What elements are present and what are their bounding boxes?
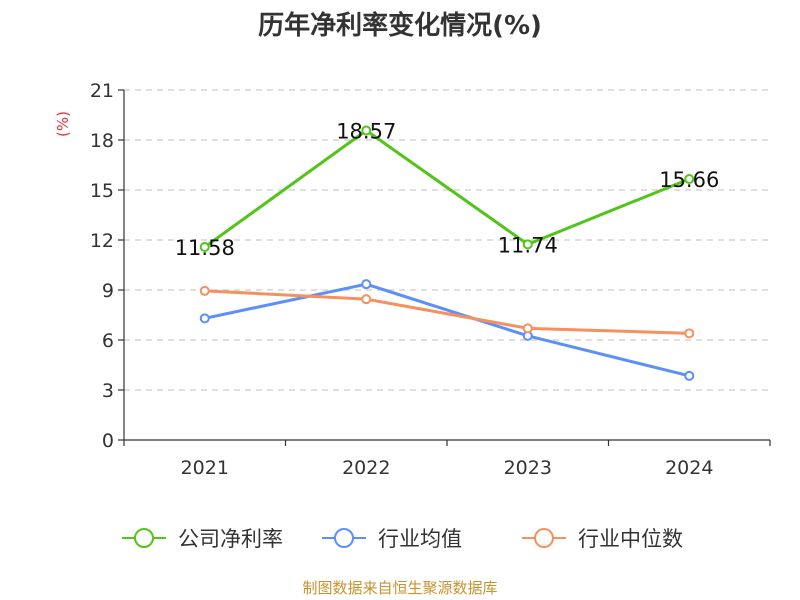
legend-label: 行业均值 xyxy=(378,527,462,551)
grid-lines xyxy=(124,89,770,391)
legend-swatch-marker xyxy=(334,528,354,548)
legend-label: 公司净利率 xyxy=(178,527,283,551)
data-point xyxy=(361,125,372,136)
y-tick-label: 12 xyxy=(90,230,114,252)
legend-swatch-marker xyxy=(134,528,154,548)
series-line xyxy=(203,129,690,249)
y-axis-unit: (%) xyxy=(54,111,72,137)
x-tick-label: 2023 xyxy=(504,457,552,479)
y-tick-label: 9 xyxy=(102,280,114,302)
y-tick-label: 21 xyxy=(90,80,114,102)
y-tick-label: 0 xyxy=(102,430,114,452)
y-tick-label: 15 xyxy=(90,180,114,202)
data-point xyxy=(199,285,210,296)
data-point xyxy=(199,313,210,324)
data-label: 18.57 xyxy=(336,120,396,144)
legend: 公司净利率 行业均值 行业中位数 xyxy=(122,527,683,551)
data-point xyxy=(522,239,533,250)
data-point xyxy=(361,294,372,305)
x-tick-label: 2024 xyxy=(665,457,713,479)
data-point xyxy=(684,174,695,184)
axes: 0 3 6 9 12 15 18 21 2021 2022 2023 2024 xyxy=(90,80,771,479)
data-labels: 11.58 18.57 11.74 15.66 xyxy=(175,120,720,261)
data-label: 11.58 xyxy=(175,236,235,260)
y-tick-label: 3 xyxy=(102,380,114,402)
legend-item: 行业均值 xyxy=(322,527,462,551)
legend-item: 行业中位数 xyxy=(522,527,683,551)
x-tick-label: 2022 xyxy=(342,457,390,479)
series-line xyxy=(204,289,690,335)
chart-title: 历年净利率变化情况(%) xyxy=(258,10,542,41)
data-point xyxy=(684,328,695,339)
legend-swatch-marker xyxy=(534,528,554,548)
legend-label: 行业中位数 xyxy=(578,527,683,551)
y-tick-label: 18 xyxy=(90,130,114,152)
y-tick-label: 6 xyxy=(102,330,114,352)
data-point xyxy=(522,323,533,334)
data-label: 15.66 xyxy=(659,168,719,192)
legend-item: 公司净利率 xyxy=(122,527,283,551)
data-point xyxy=(684,370,695,381)
x-tick-label: 2021 xyxy=(181,457,229,479)
series-line xyxy=(204,282,690,378)
source-note: 制图数据来自恒生聚源数据库 xyxy=(302,579,497,597)
data-label: 11.74 xyxy=(498,233,558,257)
data-point xyxy=(199,242,210,252)
series-lines xyxy=(199,125,695,381)
data-point xyxy=(361,279,372,290)
